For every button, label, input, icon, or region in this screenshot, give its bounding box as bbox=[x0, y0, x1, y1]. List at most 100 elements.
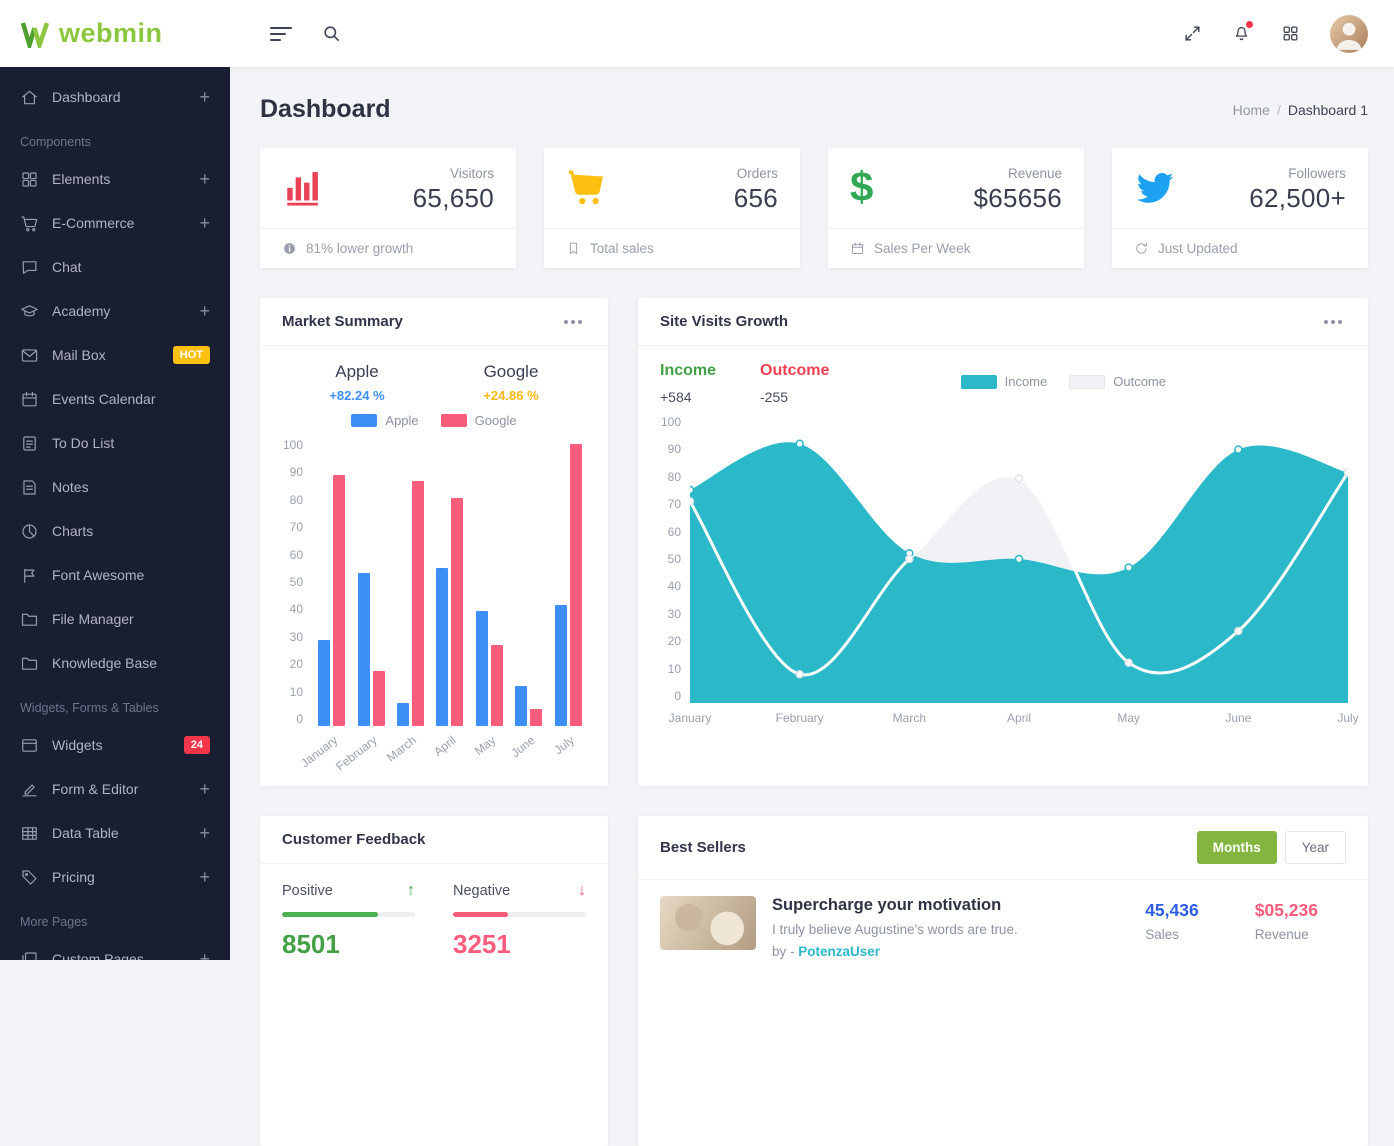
sidebar-item-knowledge-base[interactable]: Knowledge Base bbox=[0, 641, 230, 685]
chat-icon bbox=[20, 258, 39, 277]
sidebar-item-chat[interactable]: Chat bbox=[0, 245, 230, 289]
sidebar-item-dashboard[interactable]: Dashboard+ bbox=[0, 75, 230, 119]
y-tick-label: 60 bbox=[280, 548, 303, 562]
company-name: Apple bbox=[280, 362, 434, 382]
outcome-point bbox=[796, 671, 803, 678]
topbar-inner bbox=[230, 0, 1394, 67]
pie-chart-icon bbox=[20, 522, 39, 541]
year-button[interactable]: Year bbox=[1285, 831, 1346, 864]
sales-stat: 45,436 Sales bbox=[1145, 900, 1199, 942]
stat-value: 65,650 bbox=[413, 183, 494, 214]
more-options-icon[interactable] bbox=[557, 316, 586, 328]
bar-apple-july bbox=[555, 605, 567, 726]
outcome-point bbox=[1235, 628, 1242, 635]
revenue-value: $05,236 bbox=[1255, 900, 1318, 921]
income-stat: Income +584 bbox=[660, 362, 716, 405]
company-change: +24.86 % bbox=[434, 388, 588, 403]
best-seller-stats: 45,436 Sales $05,236 Revenue bbox=[1145, 900, 1346, 942]
edit-icon bbox=[20, 780, 39, 799]
sidebar-item-label: Widgets bbox=[52, 737, 176, 753]
bookmark-icon bbox=[566, 241, 581, 256]
bar-apple-april bbox=[436, 568, 448, 726]
market-plot bbox=[312, 438, 588, 726]
sidebar-item-font-awesome[interactable]: Font Awesome bbox=[0, 553, 230, 597]
apps-icon[interactable] bbox=[1281, 24, 1300, 43]
x-tick-label: July bbox=[1337, 711, 1358, 725]
outcome-point bbox=[1345, 469, 1348, 476]
breadcrumb-home[interactable]: Home bbox=[1233, 102, 1270, 118]
y-tick-label: 70 bbox=[280, 520, 303, 534]
sidebar-item-label: Mail Box bbox=[52, 347, 165, 363]
widgets-icon bbox=[20, 736, 39, 755]
bar-apple-january bbox=[318, 640, 330, 726]
app-logo[interactable]: webmin bbox=[0, 0, 230, 67]
legend-item-apple: Apple bbox=[351, 413, 418, 428]
sidebar-item-notes[interactable]: Notes bbox=[0, 465, 230, 509]
dollar-icon: $ bbox=[850, 166, 873, 208]
elements-icon bbox=[20, 170, 39, 189]
menu-icon[interactable] bbox=[270, 27, 292, 41]
user-avatar[interactable] bbox=[1330, 15, 1368, 53]
x-tick-label: April bbox=[431, 733, 459, 759]
info-icon bbox=[282, 241, 297, 256]
product-subtitle: I truly believe Augustine's words are tr… bbox=[772, 922, 1018, 937]
sidebar-item-e-commerce[interactable]: E-Commerce+ bbox=[0, 201, 230, 245]
sidebar-item-data-table[interactable]: Data Table+ bbox=[0, 811, 230, 855]
bar-group-march bbox=[391, 438, 430, 726]
y-tick-label: 20 bbox=[658, 634, 681, 648]
sidebar-section-components: Components bbox=[0, 119, 230, 157]
sidebar-item-label: Knowledge Base bbox=[52, 655, 210, 671]
sales-label: Sales bbox=[1145, 927, 1199, 942]
outcome-stat: Outcome -255 bbox=[760, 362, 829, 405]
sidebar-item-events-calendar[interactable]: Events Calendar bbox=[0, 377, 230, 421]
sidebar-item-to-do-list[interactable]: To Do List bbox=[0, 421, 230, 465]
income-point bbox=[1016, 556, 1023, 563]
topbar: webmin bbox=[0, 0, 1394, 67]
y-tick-label: 70 bbox=[658, 497, 681, 511]
negative-bar-fill bbox=[453, 912, 508, 917]
income-point bbox=[1125, 564, 1132, 571]
months-button[interactable]: Months bbox=[1197, 831, 1277, 864]
bar-google-june bbox=[530, 709, 542, 726]
income-value: +584 bbox=[660, 389, 716, 405]
revenue-stat: $05,236 Revenue bbox=[1255, 900, 1318, 942]
sidebar-item-label: Chat bbox=[52, 259, 210, 275]
sidebar-section-widgets-forms-tables: Widgets, Forms & Tables bbox=[0, 685, 230, 723]
stat-value: 62,500+ bbox=[1249, 183, 1346, 214]
stat-value: 656 bbox=[734, 183, 778, 214]
negative-feedback: Negative ↓ 3251 bbox=[453, 882, 586, 960]
arrow-down-icon: ↓ bbox=[578, 882, 586, 900]
notifications-icon[interactable] bbox=[1232, 24, 1251, 43]
mail-icon bbox=[20, 346, 39, 365]
sales-value: 45,436 bbox=[1145, 900, 1199, 921]
fullscreen-icon[interactable] bbox=[1183, 24, 1202, 43]
sidebar-item-elements[interactable]: Elements+ bbox=[0, 157, 230, 201]
positive-feedback: Positive ↑ 8501 bbox=[282, 882, 415, 960]
sidebar-item-form-editor[interactable]: Form & Editor+ bbox=[0, 767, 230, 811]
customer-feedback-panel: Customer Feedback Positive ↑ 8501 Negati… bbox=[260, 816, 608, 1146]
y-tick-label: 0 bbox=[280, 712, 303, 726]
negative-label: Negative bbox=[453, 883, 510, 899]
more-options-icon[interactable] bbox=[1317, 316, 1346, 328]
author-link[interactable]: PotenzaUser bbox=[798, 944, 880, 959]
bar-apple-february bbox=[358, 573, 370, 726]
search-icon[interactable] bbox=[322, 24, 341, 43]
market-column-google: Google+24.86 % bbox=[434, 362, 588, 403]
sidebar-item-charts[interactable]: Charts bbox=[0, 509, 230, 553]
sidebar-item-file-manager[interactable]: File Manager bbox=[0, 597, 230, 641]
sidebar-item-academy[interactable]: Academy+ bbox=[0, 289, 230, 333]
sidebar-item-custom-pages[interactable]: Custom Pages+ bbox=[0, 937, 230, 960]
sidebar-item-pricing[interactable]: Pricing+ bbox=[0, 855, 230, 899]
y-tick-label: 20 bbox=[280, 657, 303, 671]
bar-chart-icon bbox=[282, 166, 324, 208]
bar-group-july bbox=[549, 438, 588, 726]
bar-group-february bbox=[351, 438, 390, 726]
